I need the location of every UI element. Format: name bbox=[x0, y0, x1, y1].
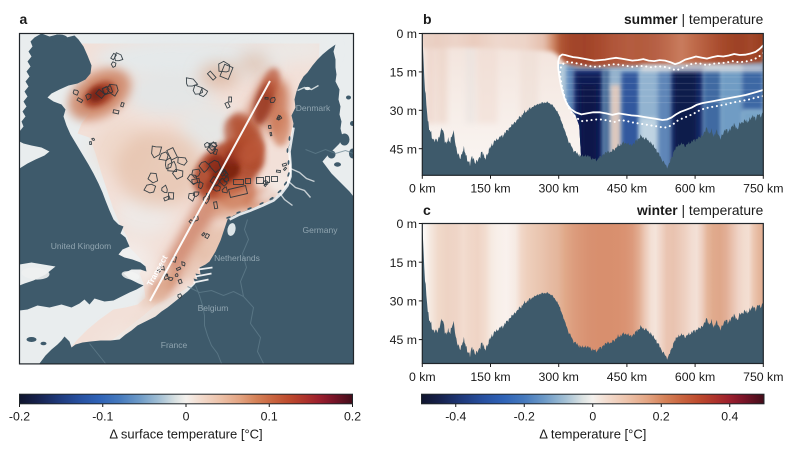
svg-text:150 km: 150 km bbox=[470, 182, 510, 196]
svg-text:150 km: 150 km bbox=[470, 370, 510, 384]
svg-text:45 m: 45 m bbox=[390, 333, 417, 347]
svg-text:0.1: 0.1 bbox=[261, 410, 278, 424]
svg-text:Netherlands: Netherlands bbox=[214, 253, 260, 263]
svg-text:Belgium: Belgium bbox=[198, 303, 229, 313]
svg-text:Germany: Germany bbox=[303, 225, 339, 235]
svg-text:0: 0 bbox=[589, 410, 596, 424]
svg-text:0 m: 0 m bbox=[397, 217, 418, 231]
svg-text:United Kingdom: United Kingdom bbox=[51, 241, 111, 251]
svg-text:300 km: 300 km bbox=[539, 370, 579, 384]
svg-text:0 km: 0 km bbox=[409, 182, 436, 196]
svg-text:0.2: 0.2 bbox=[344, 410, 361, 424]
svg-text:France: France bbox=[161, 340, 188, 350]
svg-text:30 m: 30 m bbox=[390, 295, 417, 309]
svg-text:750 km: 750 km bbox=[743, 370, 783, 384]
svg-text:600 km: 600 km bbox=[675, 182, 715, 196]
svg-text:Δ temperature [°C]: Δ temperature [°C] bbox=[539, 427, 646, 442]
svg-text:300 km: 300 km bbox=[539, 182, 579, 196]
svg-text:0 km: 0 km bbox=[409, 370, 436, 384]
svg-text:15 m: 15 m bbox=[390, 256, 417, 270]
svg-text:-0.2: -0.2 bbox=[9, 410, 30, 424]
svg-text:summer | temperature: summer | temperature bbox=[624, 12, 764, 27]
svg-text:450 km: 450 km bbox=[607, 370, 647, 384]
svg-text:winter | temperature: winter | temperature bbox=[636, 203, 764, 218]
svg-text:0: 0 bbox=[183, 410, 190, 424]
svg-text:Denmark: Denmark bbox=[296, 103, 331, 113]
svg-text:45 m: 45 m bbox=[390, 142, 417, 156]
svg-text:0.4: 0.4 bbox=[721, 410, 738, 424]
svg-text:450 km: 450 km bbox=[607, 182, 647, 196]
svg-text:-0.4: -0.4 bbox=[445, 410, 466, 424]
svg-text:0 m: 0 m bbox=[397, 27, 418, 41]
svg-text:b: b bbox=[423, 11, 432, 27]
svg-text:750 km: 750 km bbox=[743, 182, 783, 196]
svg-text:0.2: 0.2 bbox=[653, 410, 670, 424]
svg-text:Δ surface temperature [°C]: Δ surface temperature [°C] bbox=[109, 427, 262, 442]
svg-text:-0.2: -0.2 bbox=[514, 410, 535, 424]
svg-text:c: c bbox=[423, 202, 431, 218]
svg-text:30 m: 30 m bbox=[390, 104, 417, 118]
svg-text:600 km: 600 km bbox=[675, 370, 715, 384]
svg-text:15 m: 15 m bbox=[390, 66, 417, 80]
svg-text:-0.1: -0.1 bbox=[92, 410, 113, 424]
svg-text:a: a bbox=[20, 11, 28, 27]
